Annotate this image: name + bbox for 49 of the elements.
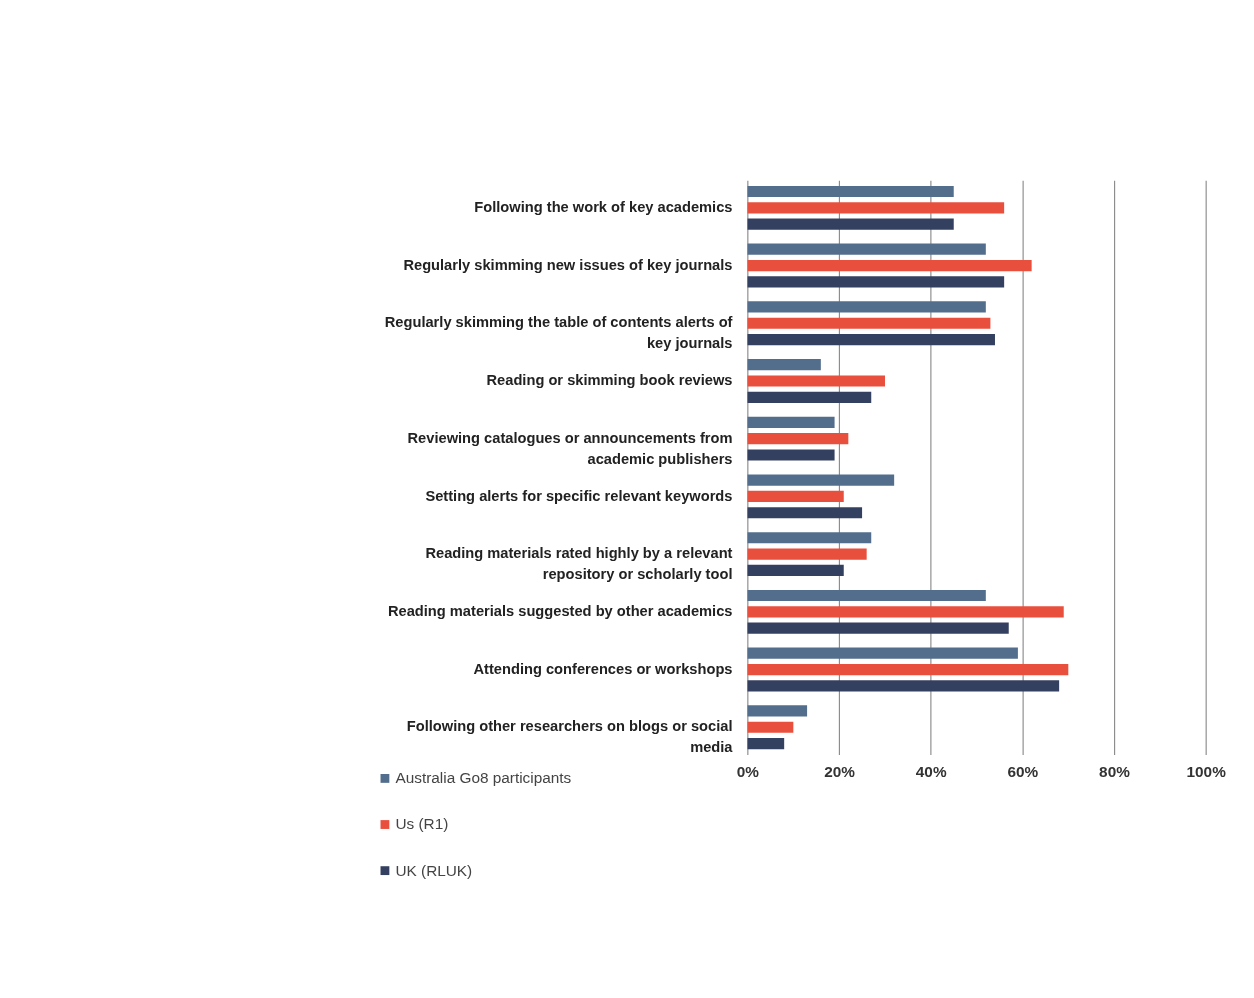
bar bbox=[747, 721, 794, 733]
bar bbox=[747, 202, 1005, 214]
y-tick-label: Regularly skimming new issues of key journals bbox=[403, 256, 733, 273]
bar bbox=[747, 301, 986, 313]
bar bbox=[747, 317, 991, 329]
y-tick-label: Reading materials rated highly by a relevant repository or scholarly tool bbox=[425, 545, 733, 583]
y-tick-label: Following other researchers on blogs or social media bbox=[406, 718, 734, 756]
bar bbox=[747, 680, 1060, 692]
bar bbox=[747, 507, 863, 519]
bar bbox=[747, 564, 844, 577]
y-tick-label: Reading or skimming book reviews bbox=[486, 372, 733, 389]
bar bbox=[747, 243, 986, 255]
bar bbox=[747, 663, 1069, 676]
bar bbox=[747, 375, 885, 387]
y-tick-label: Reading materials suggested by other academics bbox=[387, 603, 733, 620]
bar bbox=[747, 359, 821, 371]
x-tick-label: 20% bbox=[824, 762, 856, 780]
bar bbox=[747, 589, 986, 602]
y-tick-label: Attending conferences or workshops bbox=[473, 660, 733, 677]
bar bbox=[747, 449, 835, 461]
bar bbox=[747, 622, 1009, 634]
bar bbox=[747, 490, 844, 502]
bar bbox=[747, 433, 849, 445]
bar bbox=[747, 738, 785, 750]
bar bbox=[747, 334, 995, 346]
bar bbox=[747, 276, 1005, 288]
bar bbox=[747, 548, 867, 560]
legend-label: Us (R1) bbox=[395, 815, 449, 833]
bar bbox=[747, 647, 1018, 659]
bar bbox=[747, 705, 808, 717]
bar bbox=[747, 532, 872, 544]
bar bbox=[747, 185, 954, 198]
x-tick-label: 0% bbox=[736, 762, 760, 780]
bar bbox=[747, 416, 835, 428]
bar bbox=[747, 259, 1032, 272]
bar bbox=[747, 474, 895, 486]
bar bbox=[747, 218, 954, 230]
x-tick-label: 60% bbox=[1007, 762, 1039, 780]
x-tick-label: 100% bbox=[1186, 762, 1227, 780]
x-tick-label: 40% bbox=[915, 762, 947, 780]
y-tick-label: Following the work of key academics bbox=[474, 199, 733, 216]
y-tick-label: Reviewing catalogues or announcements from academic publishers bbox=[407, 429, 733, 467]
y-tick-label: Setting alerts for specific relevant keywords bbox=[425, 487, 733, 504]
bar bbox=[747, 606, 1064, 618]
legend-label: Australia Go8 participants bbox=[395, 769, 572, 787]
legend-label: UK (RLUK) bbox=[395, 861, 473, 879]
y-tick-label: Regularly skimming the table of contents alerts of key journals bbox=[384, 314, 733, 352]
x-tick-label: 80% bbox=[1099, 762, 1131, 780]
bar bbox=[747, 391, 872, 403]
